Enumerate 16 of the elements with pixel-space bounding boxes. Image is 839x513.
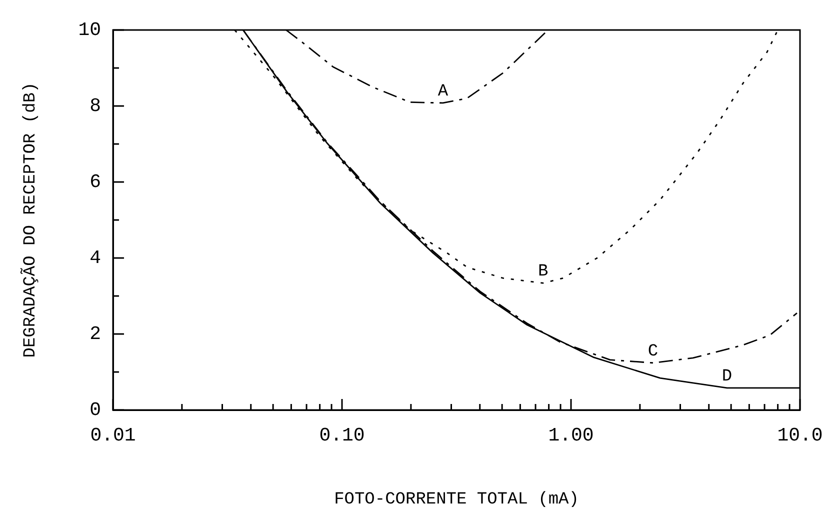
y-tick-label: 6 [90,171,101,194]
y-tick-label: 2 [90,323,101,346]
series-label: C [648,342,658,362]
y-tick-label: 0 [90,399,101,422]
series-label: D [722,367,732,386]
x-tick-label: 10.0 [777,424,823,446]
x-tick-label: 0.10 [319,424,365,446]
y-axis-title: DEGRADAÇÃO DO RECEPTOR (dB) [20,82,41,358]
y-tick-label: 10 [78,19,101,42]
x-tick-label: 1.00 [548,424,594,446]
y-tick-label: 8 [90,95,101,118]
series-label: A [438,82,449,102]
y-tick-label: 4 [90,247,101,270]
series-label: B [538,262,548,282]
x-axis-title: FOTO-CORRENTE TOTAL (mA) [334,490,579,510]
x-tick-label: 0.01 [90,424,136,446]
